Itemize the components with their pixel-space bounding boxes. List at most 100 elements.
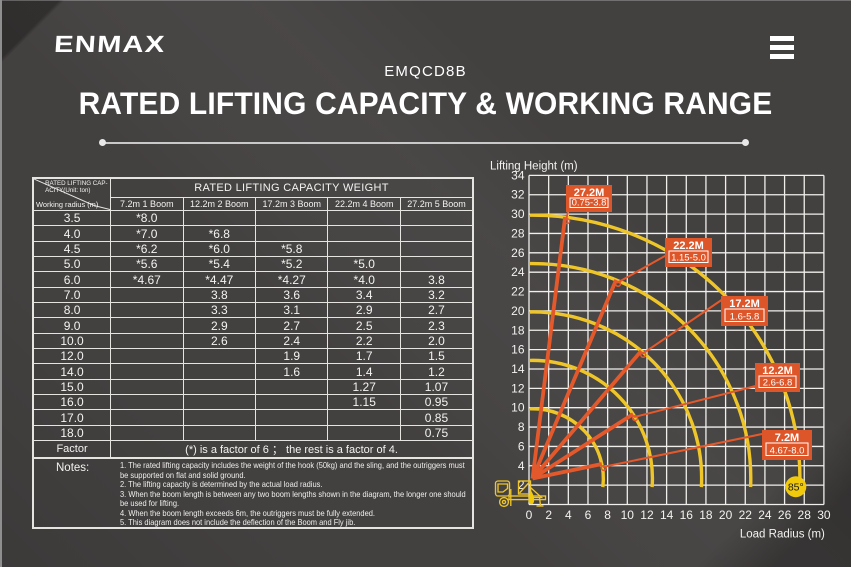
corner-diagonal (34, 179, 110, 210)
capacity-cell (110, 302, 184, 319)
capacity-cell (110, 332, 184, 350)
capacity-cell: 1.5 (399, 348, 474, 365)
capacity-cell (110, 424, 184, 442)
max-angle-marker: 85° (785, 476, 807, 498)
x-tick-label: 22 (739, 508, 753, 522)
boom-label: 7.2M 4.67-8.0 (762, 430, 812, 460)
table-row: 9.0 2.9 2.7 2.5 2.3 (32, 317, 474, 334)
y-tick-label: 22 (511, 285, 525, 299)
hook-icon (631, 414, 639, 422)
range-box-rect (758, 375, 797, 388)
capacity-cell: 3.8 (399, 271, 474, 288)
x-tick-label: 14 (660, 508, 674, 522)
y-tick-label: 30 (511, 207, 525, 221)
capacity-cell: 2.4 (255, 332, 329, 350)
y-tick-label: 26 (511, 246, 525, 260)
boom-line (532, 462, 603, 481)
max-angle-circle (785, 476, 807, 498)
boom-range-arc (529, 358, 655, 488)
max-angle-label: 85° (788, 482, 804, 494)
table-row: 14.0 1.6 1.4 1.2 (32, 363, 474, 380)
capacity-cell (182, 378, 257, 396)
capacity-range-label: 2.6-6.8 (763, 378, 793, 389)
y-tick-label: 28 (511, 226, 525, 240)
boom-column-header: 27.2m 5 Boom (399, 197, 474, 211)
label-leader-line (602, 432, 765, 468)
x-tick-label: 16 (680, 508, 694, 522)
radius-cell: 17.0 (32, 409, 112, 426)
x-axis-title: Load Radius (m) (740, 529, 825, 541)
y-axis-title: Lifting Height (m) (490, 161, 578, 173)
x-tick-label: 10 (621, 508, 635, 522)
capacity-cell (327, 409, 401, 426)
divider-dot-left (99, 139, 106, 146)
capacity-cell (182, 409, 257, 426)
capacity-cell: 3.1 (255, 302, 329, 319)
radius-cell: 7.0 (32, 286, 112, 304)
boom-range-arc (529, 213, 802, 488)
note-item: 4. When the boom length exceeds 6m, the … (120, 508, 376, 518)
capacity-table: RATED LIFTING CAP- ACITY(Unit: ton) Worki… (32, 177, 474, 460)
capacity-cell (255, 394, 329, 411)
table-span-header: RATED LIFTING CAPACITY WEIGHT (110, 177, 474, 199)
capacity-cell (255, 225, 329, 242)
factor-label-cell: Factor (32, 440, 112, 459)
table-row: 16.0 1.15 0.95 (32, 394, 474, 411)
table-row: 7.0 3.8 3.6 3.4 3.2 (32, 286, 474, 304)
capacity-cell: *6.2 (110, 240, 184, 258)
radius-cell: 4.5 (32, 240, 112, 258)
boom-range-arc (529, 310, 704, 488)
y-tick-label: 34 (511, 168, 525, 182)
truck-wheel (498, 496, 510, 508)
menu-bar (770, 54, 794, 59)
boom-length-label: 17.2M (729, 298, 760, 310)
capacity-range-label: 1.15-5.0 (671, 253, 706, 264)
capacity-cell (182, 209, 257, 227)
hamburger-menu-icon[interactable] (770, 36, 794, 60)
table-corner-cell: RATED LIFTING CAP- ACITY(Unit: ton) Worki… (32, 177, 112, 211)
note-item: 3. When the boom length is between any t… (120, 489, 466, 509)
table-row: 4.0 *7.0 *6.8 (32, 225, 474, 242)
hook-block (528, 491, 535, 505)
capacity-cell: 1.15 (327, 394, 401, 411)
capacity-cell (110, 394, 184, 411)
capacity-cell: 2.9 (182, 317, 257, 334)
boom-line (530, 216, 567, 479)
capacity-cell: 2.2 (327, 332, 401, 350)
x-tick-label: 4 (565, 508, 572, 522)
boom-label: 27.2M0.75-3.8 (566, 185, 612, 212)
x-tick-label: 8 (604, 508, 611, 522)
capacity-cell: 2.7 (399, 302, 474, 319)
capacity-cell (327, 424, 401, 442)
y-tick-label: 24 (511, 265, 525, 279)
boom-label: 12.2M2.6-6.8 (755, 363, 800, 392)
x-tick-label: 2 (545, 508, 552, 522)
note-item: 1. The rated lifting capacity includes t… (120, 461, 465, 480)
capacity-cell (110, 378, 184, 396)
capacity-cell (110, 286, 184, 304)
truck-cab (494, 480, 511, 497)
capacity-cell: 2.7 (255, 317, 329, 334)
radius-cell: 5.0 (32, 256, 112, 273)
y-tick-label: 14 (511, 362, 525, 376)
radius-cell: 18.0 (32, 424, 112, 442)
x-tick-label: 24 (758, 508, 772, 522)
capacity-range-label: 4.67-8.0 (770, 446, 805, 457)
capacity-cell (327, 209, 401, 227)
truck-window (497, 483, 509, 493)
capacity-cell: 2.3 (399, 317, 474, 334)
corner-bottom-label: Working radius (m) (36, 200, 99, 209)
capacity-cell: *4.27 (255, 271, 329, 288)
table-row: 8.0 3.3 3.1 2.9 2.7 (32, 302, 474, 319)
outrigger-leg (538, 497, 542, 506)
boom-label: 17.2M 1.6-5.8 (721, 296, 768, 326)
capacity-cell (110, 348, 184, 365)
capacity-cell (182, 424, 257, 442)
table-header-row: RATED LIFTING CAP- ACITY(Unit: ton) Worki… (32, 177, 474, 211)
boom-line (531, 412, 635, 481)
label-leader-line (641, 298, 724, 355)
capacity-cell: 0.75 (399, 424, 474, 442)
capacity-cell: 1.4 (327, 363, 401, 380)
brand-logo: ENMAX (53, 31, 167, 57)
